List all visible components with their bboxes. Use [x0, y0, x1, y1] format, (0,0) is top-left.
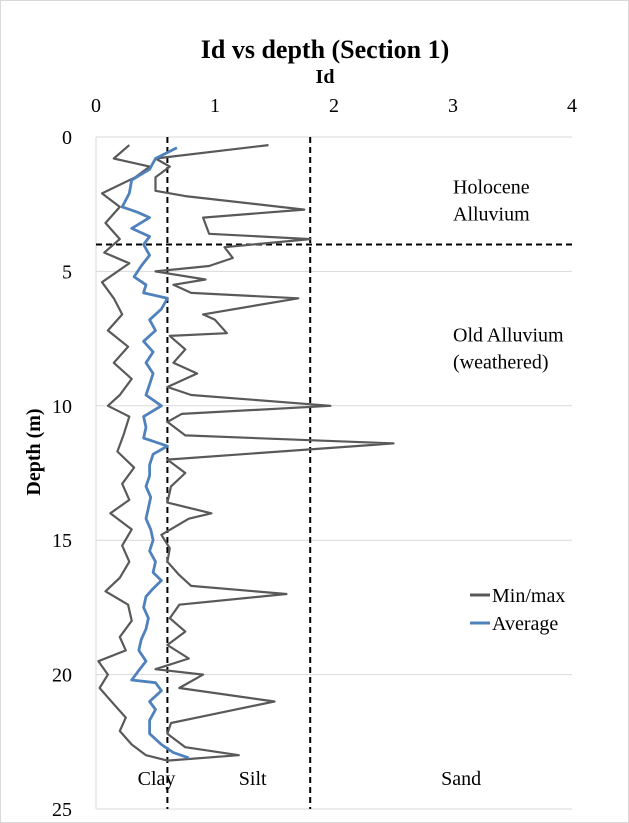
y-tick-label-25: 25 [52, 799, 72, 821]
series-line-min-max [97, 144, 395, 762]
annotation-holocene-line-2: Alluvium [453, 203, 530, 225]
annotation-clay: Clay [138, 768, 176, 790]
x-axis-label: Id [316, 66, 335, 88]
y-axis-label: Depth (m) [23, 408, 45, 495]
legend-label-average: Average [492, 613, 558, 635]
y-tick-label-10: 10 [52, 396, 72, 418]
y-tick-label-15: 15 [52, 530, 72, 552]
y-tick-label-0: 0 [62, 127, 72, 149]
y-tick-label-5: 5 [62, 261, 72, 283]
x-tick-label-3: 3 [448, 95, 458, 117]
x-tick-label-4: 4 [567, 95, 577, 117]
y-tick-label-20: 20 [52, 665, 72, 687]
annotation-old-alluvium-line-1: Old Alluvium [453, 324, 564, 346]
legend-label-min-max: Min/max [492, 585, 565, 607]
annotation-silt: Silt [239, 768, 267, 790]
x-tick-label-2: 2 [329, 95, 339, 117]
chart-title: Id vs depth (Section 1) [201, 35, 449, 64]
plot-area: 0 1 2 3 4 0 5 10 15 20 25 Holocene Alluvium Old Alluv… [52, 95, 577, 821]
x-tick-label-0: 0 [91, 95, 101, 117]
annotation-sand: Sand [441, 768, 481, 790]
annotation-old-alluvium-line-2: (weathered) [453, 351, 549, 373]
series-line-average [120, 146, 190, 760]
annotation-holocene-line-1: Holocene [453, 176, 530, 198]
x-tick-label-1: 1 [210, 95, 220, 117]
